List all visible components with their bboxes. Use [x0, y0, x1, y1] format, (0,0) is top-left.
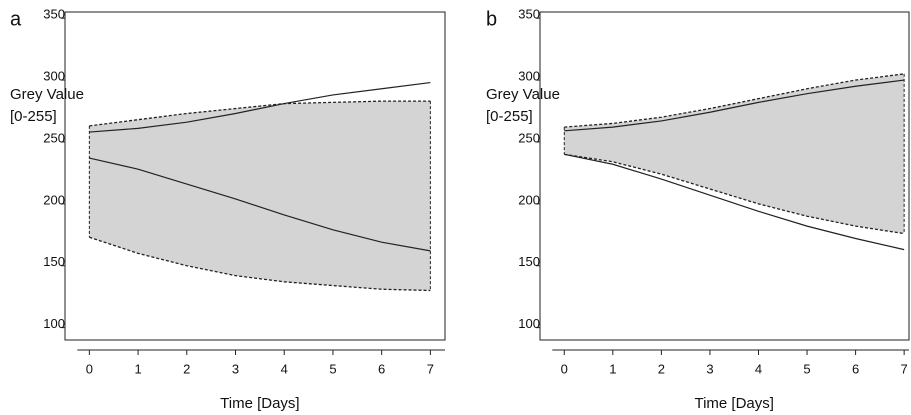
x-tick-label: 2 [658, 361, 665, 376]
series-line [564, 153, 905, 235]
x-tick-label: 3 [706, 361, 713, 376]
y-tick-label: 300 [518, 69, 540, 84]
y-tick-label: 200 [518, 192, 540, 207]
y-tick-label: 100 [518, 316, 540, 331]
y-axis-label: [0-255] [486, 108, 533, 125]
y-tick-label: 150 [43, 254, 65, 269]
y-axis-label: Grey Value [10, 86, 84, 103]
y-tick-label: 200 [43, 192, 65, 207]
series-line [89, 100, 431, 127]
x-tick-label: 6 [852, 361, 859, 376]
x-axis-label: Time [Days] [220, 395, 299, 412]
y-tick-label: 250 [43, 130, 65, 145]
x-tick-label: 7 [427, 361, 434, 376]
panel-label: b [486, 8, 497, 30]
x-tick-label: 7 [901, 361, 908, 376]
x-tick-label: 0 [561, 361, 568, 376]
panel-label: a [10, 8, 22, 30]
series-line [564, 73, 905, 128]
y-axis-label: [0-255] [10, 108, 57, 125]
y-tick-label: 150 [518, 254, 540, 269]
y-tick-label: 350 [518, 7, 540, 22]
x-tick-label: 3 [232, 361, 239, 376]
x-tick-label: 4 [755, 361, 762, 376]
x-tick-label: 4 [281, 361, 288, 376]
x-tick-label: 5 [803, 361, 810, 376]
y-tick-label: 350 [43, 7, 65, 22]
y-tick-label: 100 [43, 316, 65, 331]
y-tick-label: 300 [43, 69, 65, 84]
x-axis-label: Time [Days] [694, 395, 773, 412]
x-tick-label: 1 [609, 361, 616, 376]
y-axis-label: Grey Value [486, 86, 560, 103]
x-tick-label: 0 [86, 361, 93, 376]
series-line [564, 79, 905, 132]
band [89, 101, 431, 291]
x-tick-label: 6 [378, 361, 385, 376]
x-tick-label: 5 [329, 361, 336, 376]
series-line [89, 157, 431, 252]
series-line [564, 153, 905, 251]
series-line [89, 236, 431, 292]
plot-frame [539, 11, 910, 341]
x-tick-label: 1 [134, 361, 141, 376]
series-line [89, 81, 431, 133]
band [564, 73, 905, 234]
plot-frame [64, 11, 446, 341]
y-tick-label: 250 [518, 130, 540, 145]
x-tick-label: 2 [183, 361, 190, 376]
